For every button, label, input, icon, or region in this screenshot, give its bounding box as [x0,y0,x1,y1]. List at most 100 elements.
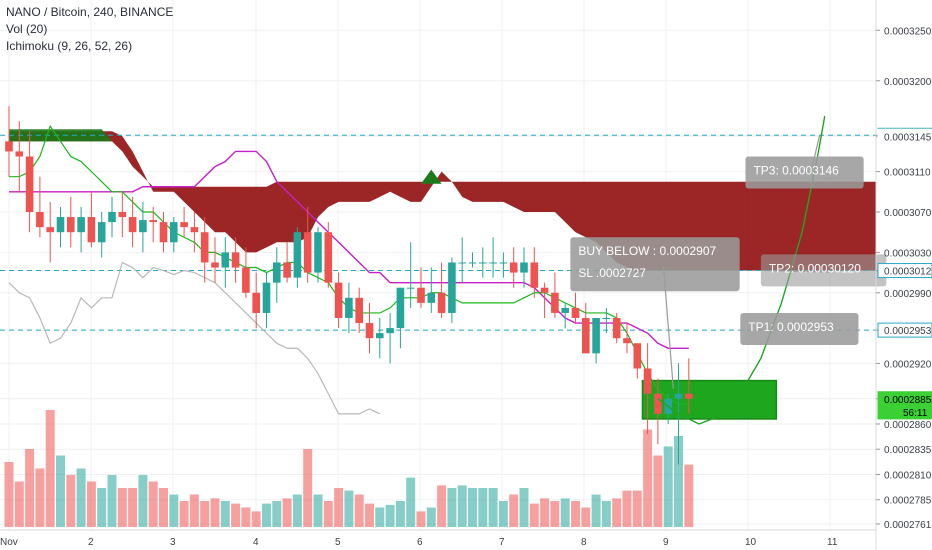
candle-body [273,262,281,283]
volume-bar [488,488,498,527]
volume-bar [45,410,55,527]
callout-text: BUY BELOW : 0.0002907 [578,244,716,258]
callout-box [745,156,864,189]
price-tick-label: 0.0002860 [884,420,932,431]
candle-body [242,267,250,293]
time-tick-label: 6 [417,537,423,548]
candle-body [293,232,302,278]
candle-body [15,151,24,157]
candle-body [139,220,147,233]
volume-bar [323,501,333,527]
volume-bar [519,488,529,527]
candle-body [612,318,621,339]
volume-bar [653,455,663,527]
candle-body [623,338,631,344]
price-label-text: 0.0002953 [884,326,932,337]
price-tick-label: 0.0003030 [884,248,932,259]
volume-bar [632,490,642,527]
symbol-legend[interactable]: NANO / Bitcoin, 240, BINANCE [6,5,174,19]
time-tick-label: 10 [745,537,757,548]
volume-bar [292,494,302,527]
volume-bar [220,501,230,527]
cloud-bullish-mid [421,169,442,184]
candle-body [5,141,13,152]
time-tick-label: 3 [170,537,176,548]
volume-bar [169,494,179,527]
time-tick-label: 11 [827,537,838,548]
volume-bar [375,507,385,527]
volume-bar [272,501,282,527]
volume-bar [56,455,65,527]
volume-bar [344,490,354,527]
price-tick-label: 0.0002920 [884,359,932,370]
price-label-box [877,128,932,144]
candle-body [582,318,590,354]
candle-body [602,318,611,319]
candle-body [654,393,662,414]
volume-bar [509,494,519,527]
volume-bar [262,503,271,527]
volume-bar [365,503,374,527]
volume-bar [14,481,24,527]
volume-bar [643,429,653,527]
price-axis: 0.00032500.00032000.00031460.00031450.00… [875,0,932,550]
volume-bar [251,511,261,527]
candle-body [551,292,559,313]
volume-bar [601,501,611,527]
volume-bar [406,477,416,527]
candle-body [211,262,219,268]
time-tick-label: 2 [88,537,94,548]
volume-bar [76,468,86,527]
volume-bar [354,494,364,527]
candle-body [365,323,374,339]
candle-body [108,212,116,223]
volume-bar [138,475,148,527]
price-label-text: 0.0003012 [884,267,932,278]
candle-body [509,262,518,273]
volume-bar [560,498,570,527]
time-tick-label: 5 [335,537,341,548]
candle-body [221,252,230,268]
price-label-text: 0.0002885 [884,395,932,406]
candle-body [283,262,291,278]
volume-bar [622,490,632,527]
projection-path [657,115,826,425]
price-label-text: 0.0003145 [884,132,932,143]
candle-body [479,262,487,264]
volume-bar [581,507,591,527]
volume-bar [200,501,210,527]
callout-box [760,254,887,287]
candle-body [643,368,652,394]
price-label-box [877,263,932,279]
candle-body [77,217,85,233]
buy-zone [641,379,778,420]
candle-body [180,222,188,228]
volume-bar [395,501,405,527]
volume-bar [107,475,117,527]
volume-bar [457,485,467,527]
candle-body [128,217,137,233]
candle-body [437,292,446,313]
volume-bar [540,498,550,527]
ichimoku-legend[interactable]: Ichimoku (9, 26, 52, 26) [6,39,133,53]
cloud-bullish-start [9,129,112,142]
volume-bar [117,488,127,527]
volume-bar [550,501,560,527]
volume-legend[interactable]: Vol (20) [6,22,48,36]
price-tick-label: 0.0003070 [884,208,932,219]
candle-body [334,282,343,318]
candle-body [427,292,436,303]
volume-bar [35,468,45,527]
price-label-text: 56:11 [903,408,928,419]
callout-box [740,312,859,345]
candle-body [592,318,600,354]
candle-body [149,220,157,223]
price-tick-label: 0.0002990 [884,289,932,300]
volume-bar [179,501,189,527]
candle-body [386,328,394,334]
volume-bar [231,503,241,527]
lagging-span-line [8,261,381,415]
volume-bar [478,488,488,527]
